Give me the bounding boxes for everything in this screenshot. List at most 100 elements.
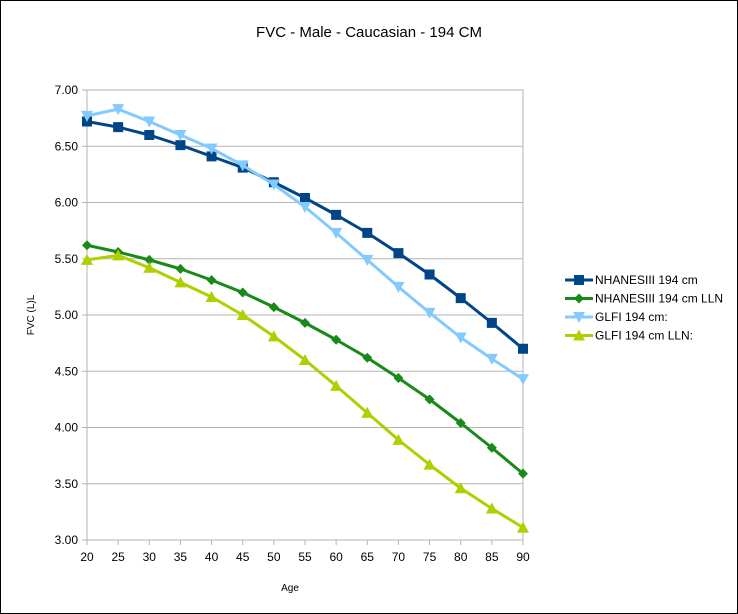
x-tick-label: 50 [267, 550, 281, 564]
data-point [82, 240, 92, 251]
data-point [144, 254, 155, 265]
data-point [331, 209, 342, 220]
series-3 [81, 104, 529, 386]
data-point [393, 248, 404, 259]
y-tick-label: 3.50 [55, 477, 79, 491]
data-point [361, 406, 374, 418]
legend-label: NHANESIII 194 cm [595, 273, 698, 287]
data-point [454, 482, 467, 494]
data-point [267, 330, 280, 342]
grid-lines [87, 89, 523, 541]
data-point [236, 160, 249, 172]
x-tick-labels: 20 25 30 35 40 45 50 55 60 65 70 75 80 85 90 [80, 550, 530, 564]
data-point [205, 143, 218, 155]
data-point [424, 269, 435, 280]
data-point [330, 227, 343, 239]
data-point [206, 151, 217, 162]
data-point [454, 332, 467, 344]
x-tick-label: 35 [174, 550, 188, 564]
data-point [112, 104, 125, 116]
legend-entry-1: NHANESIII 194 cm [565, 273, 698, 287]
data-point [112, 249, 125, 261]
legend-entry-3: GLFI 194 cm: [565, 310, 668, 324]
y-tick-label: 6.50 [55, 139, 79, 153]
data-point [518, 343, 528, 354]
legend: NHANESIII 194 cm NHANESIII 194 cm LLN GLFI… [565, 273, 723, 343]
data-point [392, 281, 405, 293]
y-axis-label: FVC (L)L [26, 294, 37, 335]
data-point [517, 521, 529, 533]
data-point [144, 130, 155, 140]
data-point [299, 202, 311, 213]
x-tick-label: 40 [205, 550, 219, 564]
data-point [236, 309, 249, 320]
x-axis-label: Age [281, 583, 299, 594]
data-point [362, 352, 373, 363]
legend-marker [573, 312, 585, 323]
data-point [392, 433, 405, 445]
data-point [300, 317, 310, 328]
data-point [300, 193, 310, 203]
legend-entry-2: NHANESIII 194 cm LLN [565, 292, 723, 306]
y-tick-label: 6.00 [55, 196, 79, 210]
data-point [455, 293, 466, 304]
x-tick-label: 30 [143, 550, 157, 564]
x-tick-label: 20 [80, 550, 94, 564]
axes [82, 89, 524, 545]
x-tick-label: 45 [236, 550, 250, 564]
y-tick-label: 5.50 [55, 252, 79, 266]
x-tick-label: 25 [111, 550, 125, 564]
legend-entry-4: GLFI 194 cm LLN: [565, 329, 693, 343]
series-line [86, 107, 524, 381]
data-point [361, 254, 374, 266]
y-tick-label: 4.50 [55, 364, 79, 378]
legend-marker [574, 293, 584, 304]
x-tick-label: 90 [516, 550, 530, 564]
data-point [175, 263, 186, 274]
legend-marker [573, 329, 585, 341]
y-tick-label: 3.00 [55, 533, 79, 547]
data-point [206, 275, 217, 286]
data-point [113, 122, 124, 133]
data-point [267, 179, 280, 191]
x-tick-label: 65 [361, 550, 375, 564]
y-tick-labels: 3.00 3.50 4.00 4.50 5.00 5.50 6.00 6.50 7.00 [55, 83, 79, 547]
x-tick-label: 80 [454, 550, 468, 564]
data-point [81, 110, 93, 122]
data-point [330, 379, 343, 391]
data-point [486, 442, 497, 453]
y-tick-label: 4.00 [55, 421, 79, 435]
data-point [455, 418, 466, 428]
data-point [486, 317, 497, 328]
data-point [175, 140, 186, 151]
y-tick-label: 5.00 [55, 308, 79, 322]
data-point [424, 394, 435, 405]
x-tick-label: 60 [329, 550, 343, 564]
series-4 [81, 249, 529, 533]
legend-label: NHANESIII 194 cm LLN [595, 292, 723, 306]
data-point [143, 116, 156, 128]
data-point [174, 130, 187, 141]
series-group [81, 104, 529, 533]
data-point [485, 353, 498, 365]
series-1 [82, 116, 528, 354]
data-point [518, 468, 528, 479]
legend-label: GLFI 194 cm LLN: [595, 329, 693, 343]
chart-title: FVC - Male - Caucasian - 194 CM [256, 24, 482, 41]
legend-marker [574, 275, 584, 285]
data-point [143, 261, 156, 273]
data-point [331, 334, 342, 345]
data-point [423, 307, 436, 319]
data-point [485, 502, 498, 514]
data-point [205, 291, 218, 302]
legend-label: GLFI 194 cm: [595, 310, 668, 324]
data-point [174, 276, 187, 288]
data-point [393, 373, 404, 383]
data-point [423, 458, 436, 470]
data-point [362, 227, 373, 238]
data-point [517, 374, 529, 386]
y-tick-label: 7.00 [55, 83, 79, 97]
data-point [81, 253, 93, 265]
